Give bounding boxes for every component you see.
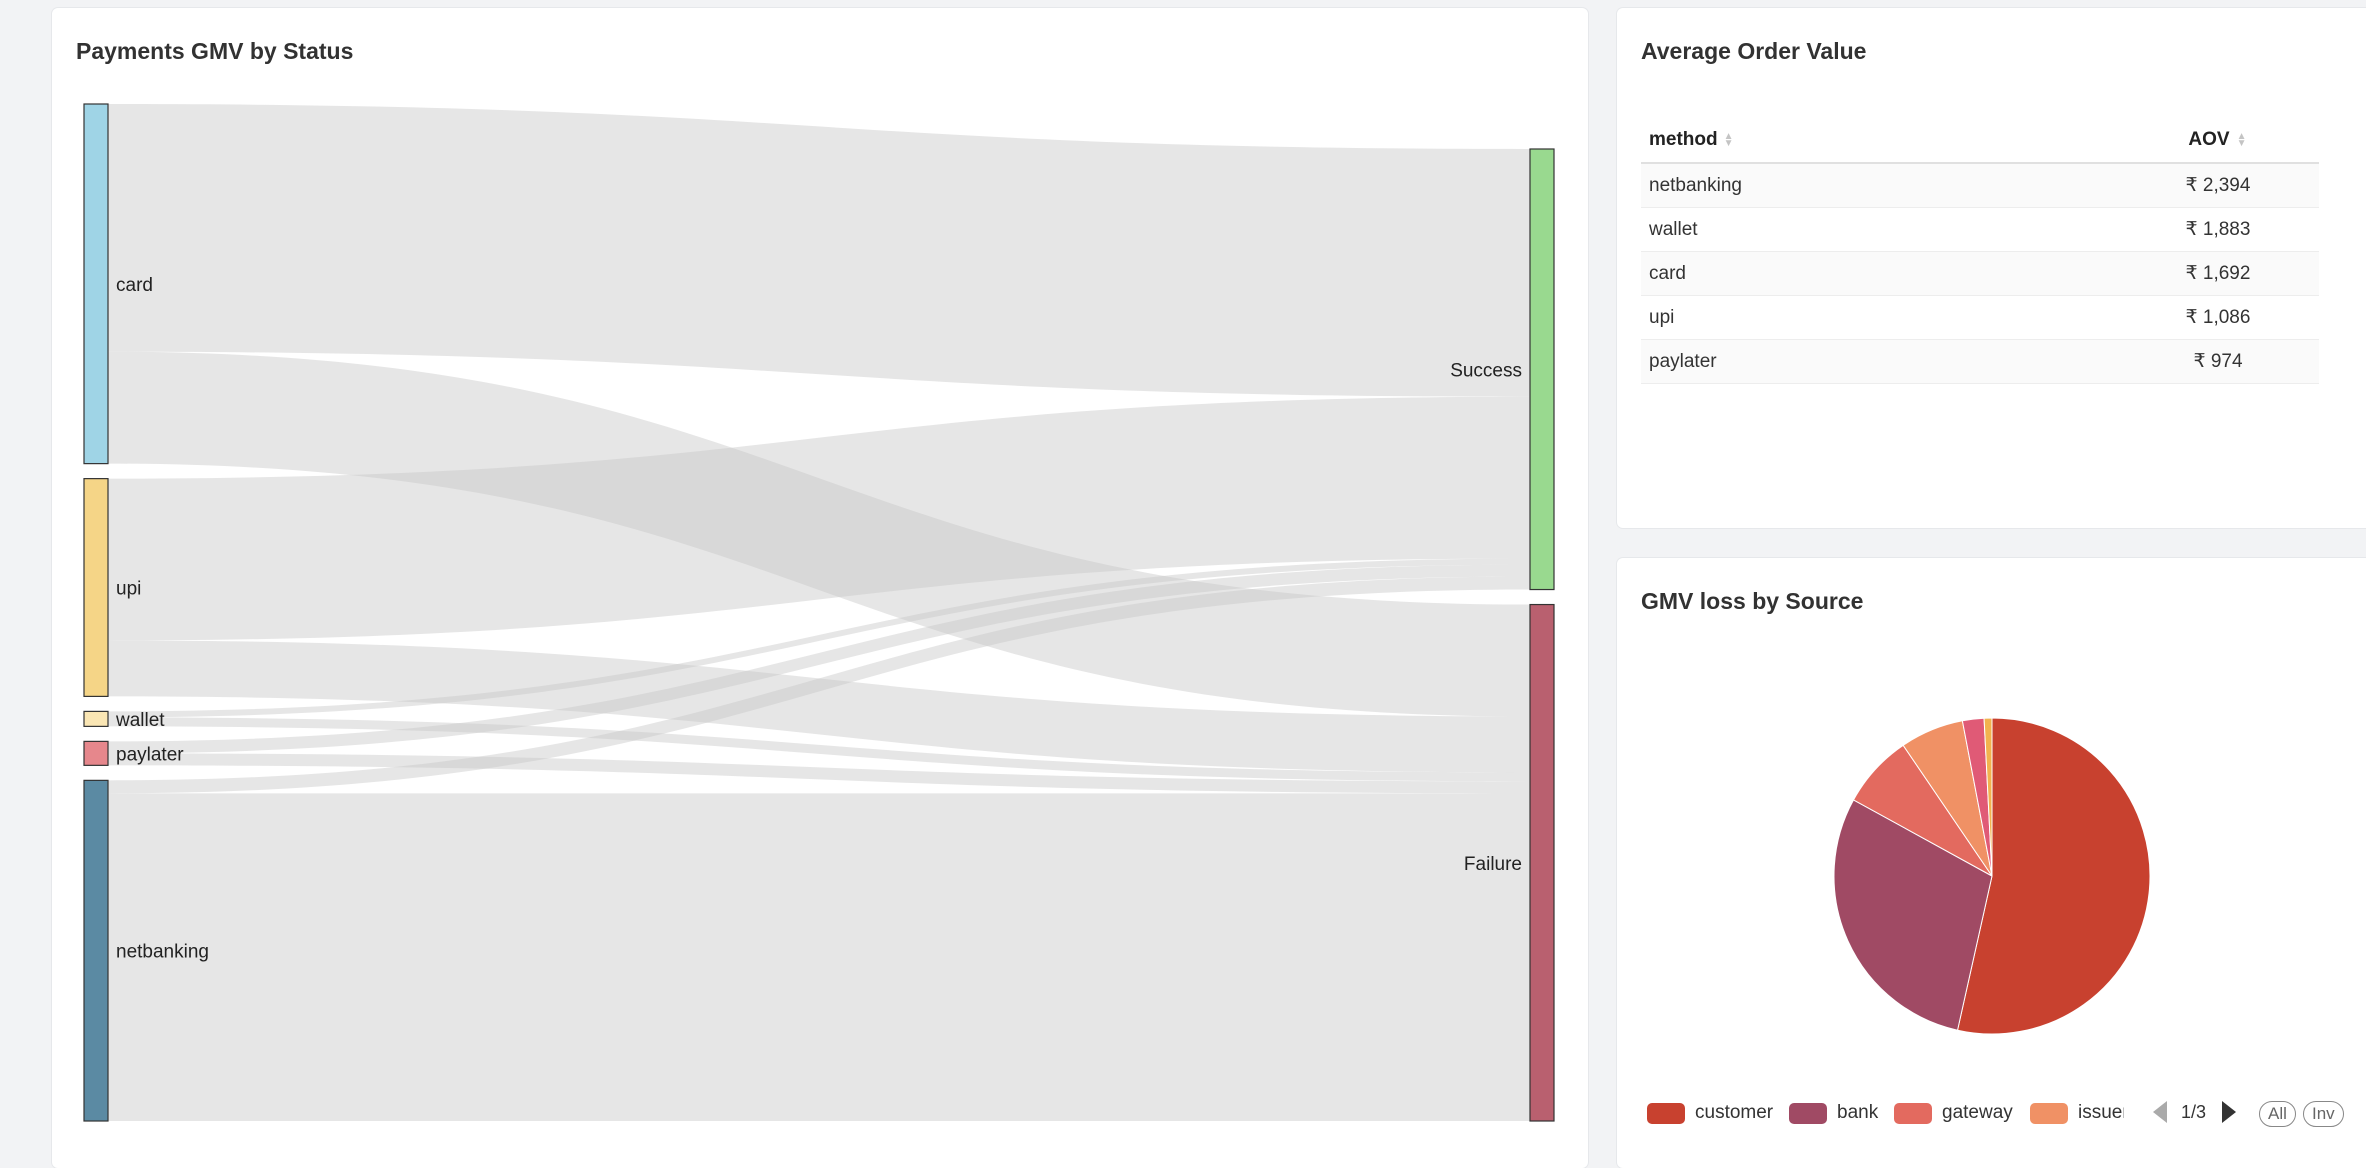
cell-method: upi	[1641, 295, 2117, 340]
aov-table: method ▲ ▼ AOV ▲ ▼ netbanking ₹ 2,394 wallet ₹ …	[1641, 118, 2319, 384]
legend-label: gateway	[1942, 1102, 2013, 1123]
cell-aov: ₹ 1,086	[2117, 295, 2319, 340]
sankey-node-label: netbanking	[116, 942, 209, 963]
sankey-link[interactable]	[108, 753, 1530, 794]
table-row: netbanking ₹ 2,394	[1641, 163, 2319, 208]
legend-swatch	[1647, 1102, 1685, 1124]
sankey-link[interactable]	[108, 576, 1530, 794]
sankey-nodes: card upi wallet paylater netbanking Success Fa…	[83, 103, 1555, 1122]
cell-method: netbanking	[1641, 163, 2117, 208]
sankey-link[interactable]	[108, 640, 1530, 773]
sankey-node-label: upi	[116, 579, 141, 600]
cell-method: card	[1641, 251, 2117, 296]
legend-swatch	[1789, 1102, 1827, 1124]
sort-icon[interactable]: ▲ ▼	[2236, 130, 2247, 149]
column-header-aov[interactable]: AOV ▲ ▼	[2117, 118, 2319, 164]
cell-aov: ₹ 1,692	[2117, 251, 2319, 296]
next-page-icon[interactable]	[2222, 1101, 2237, 1123]
sankey-node-wallet[interactable]	[83, 710, 109, 727]
pie-slice-bank[interactable]	[1833, 799, 1993, 1031]
table-row: upi ₹ 1,086	[1641, 295, 2319, 340]
legend-swatch	[1894, 1102, 1932, 1124]
table-row: paylater ₹ 974	[1641, 339, 2319, 384]
sankey-node-label: paylater	[116, 744, 184, 765]
legend-item-customer[interactable]: customer	[1647, 1101, 1773, 1125]
gmv-loss-title: GMV loss by Source	[1641, 588, 1864, 614]
sankey-link[interactable]	[108, 793, 1530, 1121]
sankey-link[interactable]	[108, 104, 1530, 397]
sankey-node-label: Failure	[1464, 854, 1522, 875]
cell-method: wallet	[1641, 207, 2117, 252]
sankey-node-netbanking[interactable]	[83, 779, 109, 1122]
sankey-node-label: wallet	[115, 710, 165, 731]
sankey-node-paylater[interactable]	[83, 740, 109, 766]
cell-method: paylater	[1641, 339, 2117, 384]
legend-pager: 1/3	[2153, 1101, 2237, 1123]
legend-item-bank[interactable]: bank	[1789, 1101, 1878, 1125]
aov-panel: Average Order Value method ▲ ▼ AOV ▲ ▼ netba…	[1617, 8, 2366, 528]
sankey-link[interactable]	[108, 396, 1530, 641]
sankey-chart: card upi wallet paylater netbanking Success Fa…	[83, 103, 1555, 1122]
sankey-node-label: card	[116, 275, 153, 296]
column-header-method[interactable]: method ▲ ▼	[1641, 118, 2117, 164]
legend-label: issuer	[2078, 1102, 2124, 1123]
table-row: wallet ₹ 1,883	[1641, 207, 2319, 252]
legend-item-issuer[interactable]: issuer	[2030, 1101, 2124, 1125]
legend-inverse-button[interactable]: Inv	[2303, 1101, 2344, 1127]
sankey-link[interactable]	[108, 564, 1530, 754]
aov-title: Average Order Value	[1641, 38, 1867, 64]
sankey-node-upi[interactable]	[83, 478, 109, 697]
sankey-node-card[interactable]	[83, 103, 109, 465]
sankey-links	[108, 104, 1530, 1121]
sankey-title: Payments GMV by Status	[76, 38, 354, 64]
legend-item-gateway[interactable]: gateway	[1894, 1101, 2013, 1125]
sankey-link[interactable]	[108, 558, 1530, 718]
table-row: card ₹ 1,692	[1641, 251, 2319, 296]
legend-label: bank	[1837, 1102, 1879, 1123]
sankey-node-success[interactable]	[1529, 148, 1555, 591]
sankey-link[interactable]	[108, 717, 1530, 782]
pie-chart	[1833, 717, 2151, 1035]
gmv-loss-panel: GMV loss by Source customer bank gateway is…	[1617, 558, 2366, 1168]
sankey-link[interactable]	[108, 351, 1530, 717]
cell-aov: ₹ 974	[2117, 339, 2319, 384]
sankey-node-failure[interactable]	[1529, 603, 1555, 1122]
page-indicator: 1/3	[2181, 1101, 2207, 1122]
sankey-node-label: Success	[1450, 360, 1522, 381]
legend-all-button[interactable]: All	[2259, 1101, 2296, 1127]
sort-icon[interactable]: ▲ ▼	[1723, 130, 1734, 149]
legend-swatch	[2030, 1102, 2068, 1124]
pie-slice-customer[interactable]	[1956, 717, 2151, 1035]
cell-aov: ₹ 2,394	[2117, 163, 2319, 208]
sankey-panel: Payments GMV by Status card upi wallet payl…	[52, 8, 1588, 1168]
cell-aov: ₹ 1,883	[2117, 207, 2319, 252]
pie-legend: customer bank gateway issuer 1/3 All Inv	[1647, 1093, 2357, 1133]
legend-label: customer	[1695, 1102, 1774, 1123]
prev-page-icon[interactable]	[2153, 1101, 2167, 1123]
pie-slice-other-2[interactable]	[1983, 717, 1993, 877]
